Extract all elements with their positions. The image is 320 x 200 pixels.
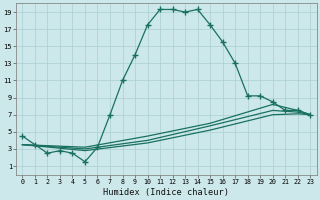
X-axis label: Humidex (Indice chaleur): Humidex (Indice chaleur) xyxy=(103,188,229,197)
